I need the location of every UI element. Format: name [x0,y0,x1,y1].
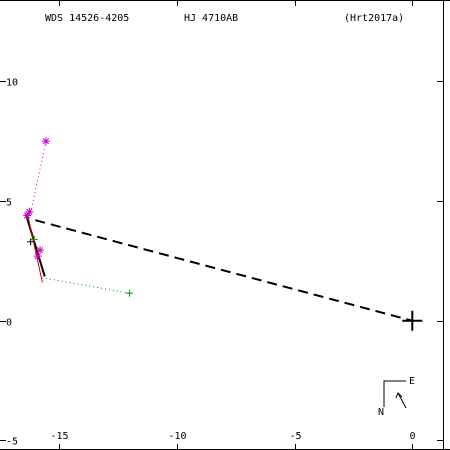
x-tick-label: -15 [50,431,68,442]
residual-line [42,277,130,294]
star-point [34,252,41,260]
wds-id: WDS 14526-4205 [45,13,129,24]
x-tick-label: -10 [168,431,186,442]
y-tick-label: 5 [6,198,12,209]
compass-arrow-shaft [397,392,407,409]
y-tick-label: -5 [6,437,18,448]
x-tick-label: 0 [409,431,415,442]
x-tick-label: -5 [289,431,301,442]
compass-east-label: E [409,376,415,387]
y-tick-label: 10 [6,78,18,89]
residual-line [30,141,47,214]
orbit-arc [24,213,46,277]
compass: E N [378,376,415,418]
star-point [36,246,44,254]
line-of-nodes [35,219,413,322]
compass-axes [383,380,406,407]
data-points [23,137,423,331]
star-name: HJ 4710AB [184,13,238,24]
y-tick-label: 0 [6,318,12,329]
orbit-reference: (Hrt2017a) [344,13,404,24]
compass-arrow-head [395,392,403,399]
orbit-arc [27,217,43,283]
star-point [42,138,50,145]
compass-north-label: N [378,407,384,418]
star-point [23,212,31,219]
orbit-lines [24,141,413,322]
